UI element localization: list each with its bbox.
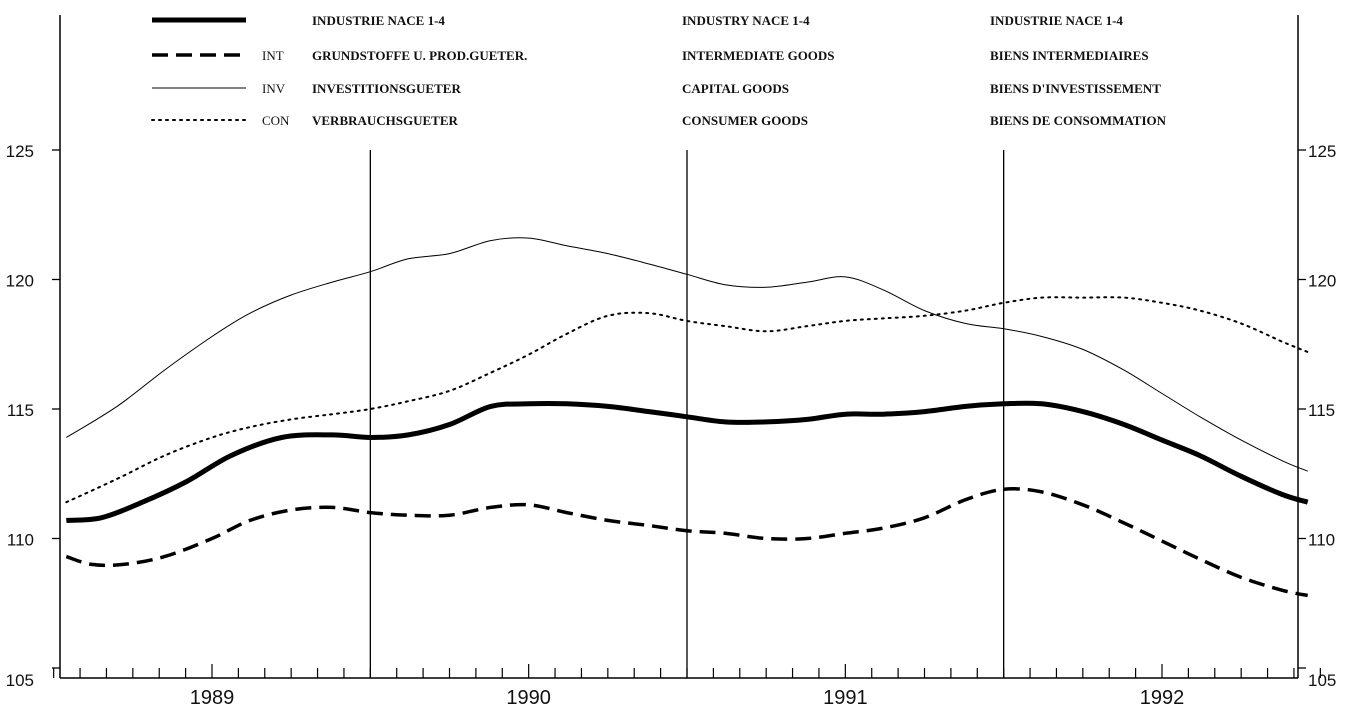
- legend-code: INT: [262, 48, 284, 63]
- y-axis-ticks: 105 105 110 110 115 115 120 120 125 125: [6, 142, 1337, 690]
- legend-label-fr: BIENS INTERMEDIAIRES: [990, 48, 1149, 63]
- y-tick-label-right: 105: [1308, 671, 1336, 690]
- y-tick-label-left: 105: [6, 671, 34, 690]
- x-year-label: 1989: [190, 687, 235, 708]
- legend-label-de: VERBRAUCHSGUETER: [312, 113, 459, 128]
- legend-code: CON: [262, 113, 290, 128]
- legend-code: INV: [262, 81, 286, 96]
- legend-label-fr: BIENS DE CONSOMMATION: [990, 113, 1167, 128]
- series-line-dotted: [65, 296, 1309, 504]
- legend-label-de: INVESTITIONSGUETER: [312, 81, 461, 96]
- legend-label-de: GRUNDSTOFFE U. PROD.GUETER.: [312, 48, 527, 63]
- y-tick-label-left: 125: [6, 142, 34, 161]
- y-tick-label-right: 110: [1308, 531, 1335, 550]
- legend-label-en: CONSUMER GOODS: [682, 113, 808, 128]
- y-tick-label-left: 110: [7, 531, 34, 550]
- legend-label-en: INDUSTRY NACE 1-4: [682, 13, 810, 28]
- legend-label-fr: BIENS D'INVESTISSEMENT: [990, 81, 1161, 96]
- series-line-thin: [66, 237, 1308, 472]
- y-tick-label-right: 120: [1308, 272, 1336, 291]
- y-tick-label-left: 115: [7, 401, 34, 420]
- x-year-label: 1990: [506, 687, 551, 708]
- series-line-thick: [66, 400, 1309, 523]
- y-tick-label-left: 120: [6, 272, 34, 291]
- x-year-label: 1992: [1140, 687, 1185, 708]
- legend-label-en: INTERMEDIATE GOODS: [682, 48, 835, 63]
- legend-label-fr: INDUSTRIE NACE 1-4: [990, 13, 1123, 28]
- legend: INDUSTRIE NACE 1-4 INDUSTRY NACE 1-4 INDUS…: [151, 13, 1167, 128]
- series-lines: [65, 237, 1309, 598]
- y-tick-label-right: 125: [1308, 142, 1336, 161]
- series-line-dashed: [65, 487, 1309, 598]
- x-year-label: 1991: [823, 687, 868, 708]
- chart-frame: [59, 15, 1299, 679]
- legend-label-en: CAPITAL GOODS: [682, 81, 789, 96]
- y-tick-label-right: 115: [1308, 401, 1335, 420]
- x-axis-ticks: 1989 1990 1991 1992: [53, 664, 1321, 708]
- legend-label-de: INDUSTRIE NACE 1-4: [312, 13, 445, 28]
